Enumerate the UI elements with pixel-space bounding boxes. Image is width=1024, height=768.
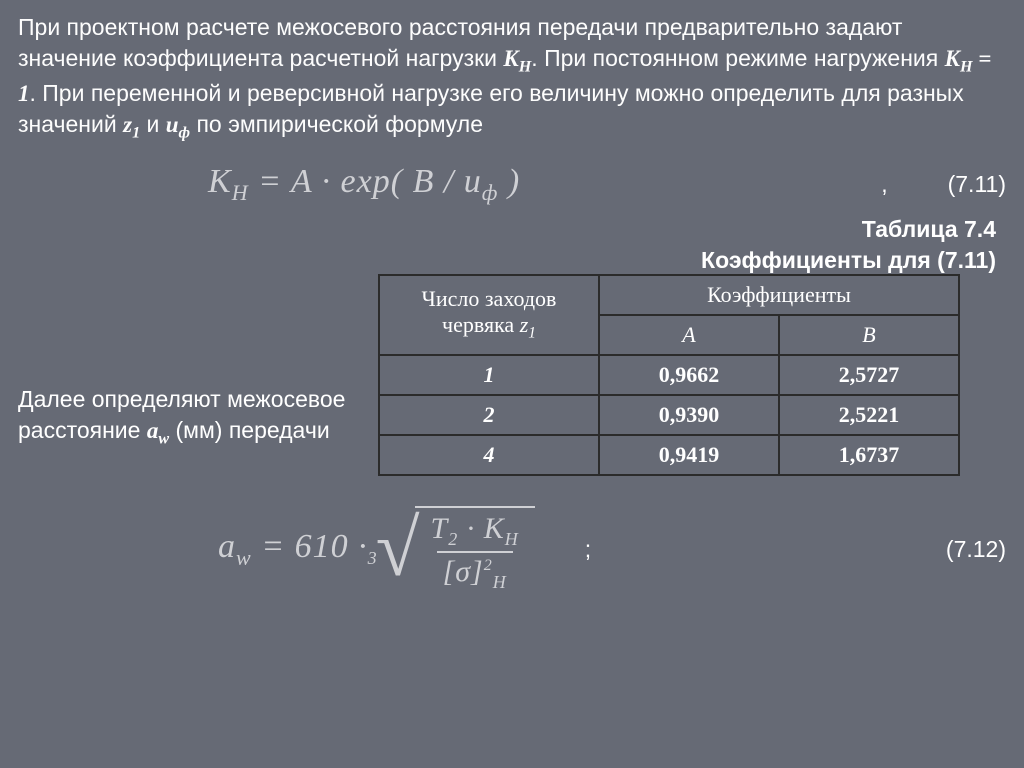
formula-7-12-number: (7.12) [946,536,1006,563]
intro-text-4: и [140,111,166,137]
table-row: 2 0,9390 2,5221 [379,395,959,435]
table-row: 1 0,9662 2,5727 [379,355,959,395]
table-row: 4 0,9419 1,6737 [379,435,959,475]
formula-7-11-line: KH = A · exp( B / uф ) , (7.11) [18,163,1006,206]
formula-7-11-number: (7.11) [948,171,1006,198]
coefficients-table: Число заходов червяка z1 Коэффициенты A … [378,274,960,476]
kH-symbol: KH [503,46,531,71]
z1-symbol: z1 [123,112,140,137]
intro-text-5: по эмпирической формуле [190,111,483,137]
table-title-1: Таблица 7.4 [18,216,996,243]
intro-text-2: . При постоянном режиме нагружения [531,45,944,71]
intro-paragraph: При проектном расчете межосевого расстоя… [18,12,1006,145]
uf-symbol: uф [166,112,190,137]
table-title-2: Коэффициенты для (7.11) [18,247,996,274]
formula-7-12-semicolon: ; [585,536,591,563]
formula-7-12: aw = 610 · 3 √ T2 · KH [σ]2H [218,506,535,594]
formula-7-12-line: aw = 610 · 3 √ T2 · KH [σ]2H ; (7.12) [18,506,1006,594]
left-note: Далее определяют межосевое расстояние aw… [18,274,348,450]
table-header-row-1: Число заходов червяка z1 Коэффициенты [379,275,959,315]
formula-7-11-comma: , [881,171,887,198]
formula-7-11: KH = A · exp( B / uф ) [208,163,520,206]
